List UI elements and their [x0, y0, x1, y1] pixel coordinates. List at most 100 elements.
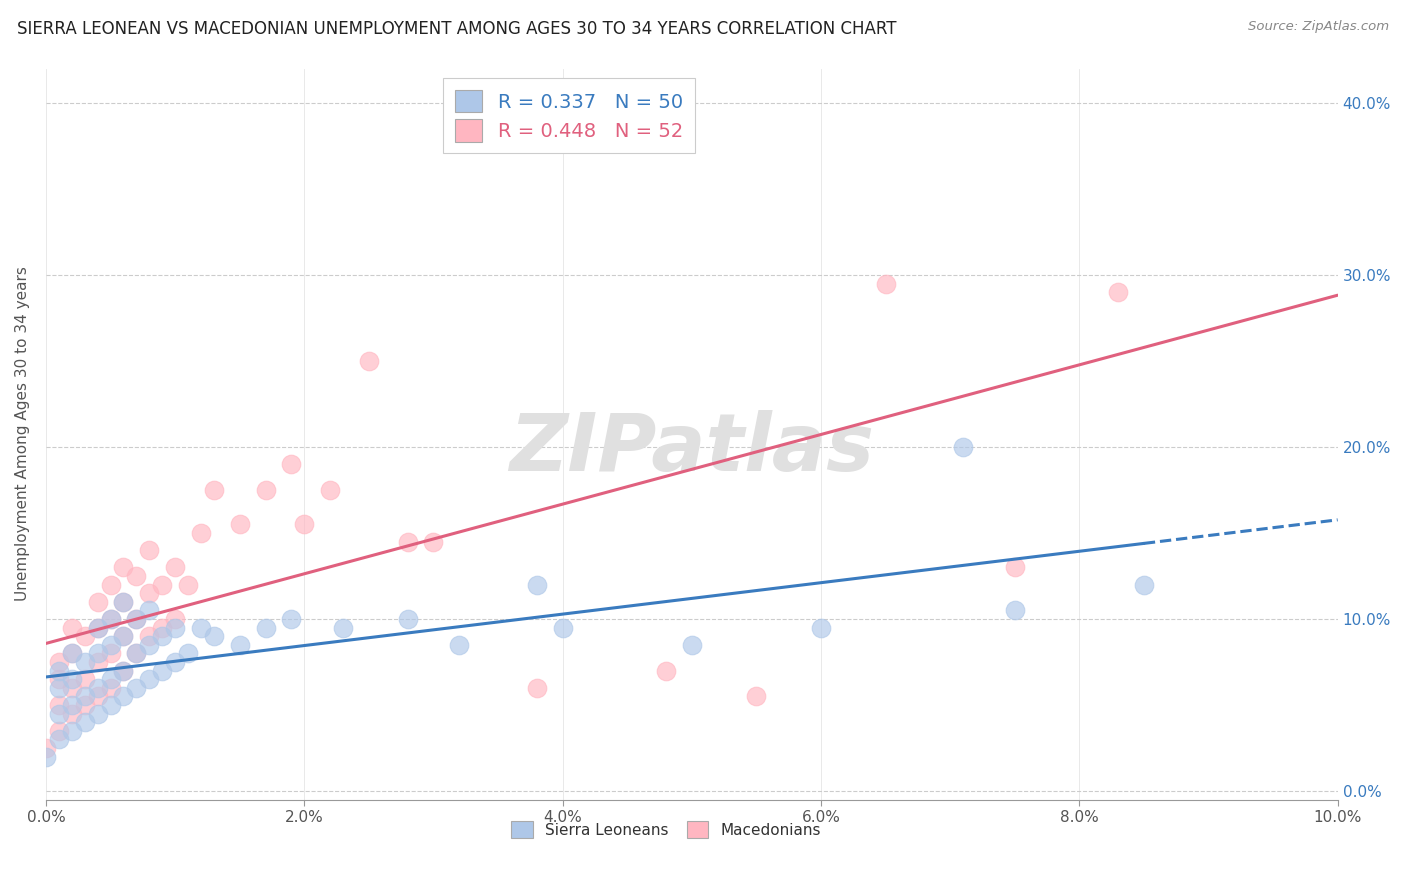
Point	[177, 646, 200, 660]
Point	[292, 517, 315, 532]
Point	[60, 646, 83, 660]
Point	[73, 690, 96, 704]
Point	[422, 534, 444, 549]
Point	[150, 577, 173, 591]
Point	[228, 517, 250, 532]
Point	[125, 569, 148, 583]
Point	[125, 646, 148, 660]
Point	[48, 723, 70, 738]
Point	[202, 483, 225, 497]
Point	[60, 646, 83, 660]
Text: SIERRA LEONEAN VS MACEDONIAN UNEMPLOYMENT AMONG AGES 30 TO 34 YEARS CORRELATION : SIERRA LEONEAN VS MACEDONIAN UNEMPLOYMEN…	[17, 20, 897, 37]
Point	[73, 655, 96, 669]
Text: ZIPatlas: ZIPatlas	[509, 409, 875, 488]
Point	[526, 577, 548, 591]
Point	[60, 723, 83, 738]
Point	[150, 620, 173, 634]
Point	[60, 620, 83, 634]
Point	[810, 620, 832, 634]
Point	[875, 277, 897, 291]
Point	[138, 629, 160, 643]
Point	[190, 525, 212, 540]
Point	[112, 629, 135, 643]
Point	[280, 457, 302, 471]
Point	[319, 483, 342, 497]
Point	[35, 740, 58, 755]
Point	[138, 586, 160, 600]
Point	[564, 130, 586, 145]
Point	[100, 577, 122, 591]
Point	[396, 612, 419, 626]
Point	[125, 612, 148, 626]
Point	[48, 706, 70, 721]
Text: Source: ZipAtlas.com: Source: ZipAtlas.com	[1249, 20, 1389, 33]
Point	[112, 664, 135, 678]
Point	[125, 646, 148, 660]
Point	[48, 698, 70, 712]
Y-axis label: Unemployment Among Ages 30 to 34 years: Unemployment Among Ages 30 to 34 years	[15, 267, 30, 601]
Point	[100, 638, 122, 652]
Point	[1004, 603, 1026, 617]
Point	[60, 672, 83, 686]
Point	[150, 664, 173, 678]
Point	[165, 620, 187, 634]
Point	[73, 698, 96, 712]
Point	[86, 690, 108, 704]
Point	[254, 483, 277, 497]
Point	[254, 620, 277, 634]
Point	[280, 612, 302, 626]
Point	[1004, 560, 1026, 574]
Point	[202, 629, 225, 643]
Point	[60, 706, 83, 721]
Point	[100, 698, 122, 712]
Point	[86, 706, 108, 721]
Point	[112, 595, 135, 609]
Point	[112, 664, 135, 678]
Point	[112, 595, 135, 609]
Point	[165, 560, 187, 574]
Point	[177, 577, 200, 591]
Point	[190, 620, 212, 634]
Point	[48, 732, 70, 747]
Point	[1107, 285, 1129, 299]
Point	[73, 715, 96, 730]
Point	[48, 664, 70, 678]
Point	[112, 560, 135, 574]
Point	[86, 646, 108, 660]
Point	[100, 612, 122, 626]
Point	[1133, 577, 1156, 591]
Point	[73, 629, 96, 643]
Point	[332, 620, 354, 634]
Point	[48, 672, 70, 686]
Point	[100, 681, 122, 695]
Point	[60, 681, 83, 695]
Point	[165, 655, 187, 669]
Point	[125, 681, 148, 695]
Point	[357, 354, 380, 368]
Point	[86, 681, 108, 695]
Point	[138, 672, 160, 686]
Point	[952, 440, 974, 454]
Point	[60, 698, 83, 712]
Point	[86, 655, 108, 669]
Point	[228, 638, 250, 652]
Point	[138, 603, 160, 617]
Point	[138, 543, 160, 558]
Point	[449, 638, 471, 652]
Point	[48, 681, 70, 695]
Point	[35, 749, 58, 764]
Point	[100, 612, 122, 626]
Point	[396, 534, 419, 549]
Point	[100, 646, 122, 660]
Point	[150, 629, 173, 643]
Point	[138, 638, 160, 652]
Point	[112, 629, 135, 643]
Point	[112, 690, 135, 704]
Legend: Sierra Leoneans, Macedonians: Sierra Leoneans, Macedonians	[505, 814, 827, 845]
Point	[125, 612, 148, 626]
Point	[100, 672, 122, 686]
Point	[73, 672, 96, 686]
Point	[681, 638, 703, 652]
Point	[86, 620, 108, 634]
Point	[655, 664, 678, 678]
